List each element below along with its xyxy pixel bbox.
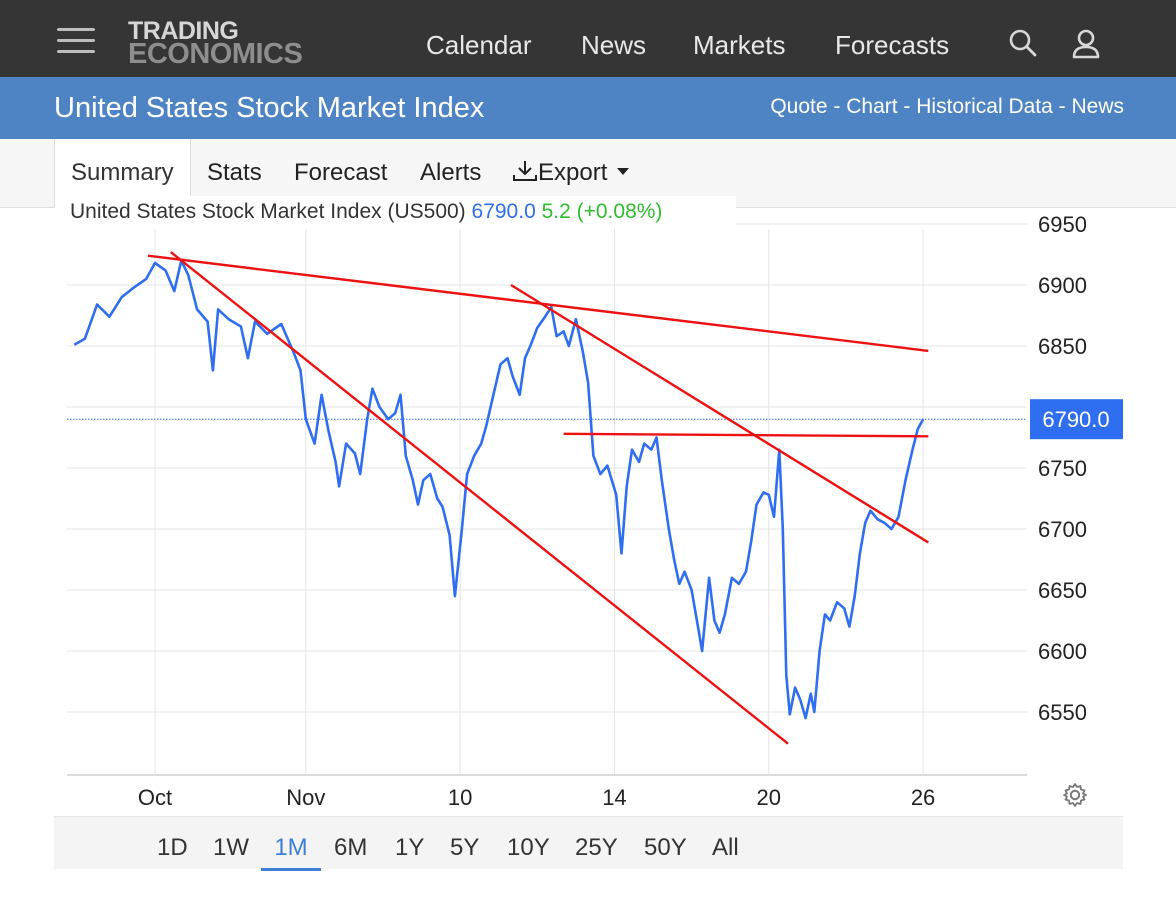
y-tick-label: 6750 — [1038, 456, 1087, 481]
link-separator: - — [1052, 95, 1072, 118]
page-title: United States Stock Market Index — [54, 92, 485, 124]
page-header-bar: United States Stock Market Index Quote -… — [0, 77, 1176, 139]
price-tag-label: 6790.0 — [1042, 407, 1109, 432]
trendline — [147, 254, 929, 353]
logo-line-1: TRADING — [128, 17, 239, 45]
range-1w[interactable]: 1W — [213, 834, 249, 861]
range-1d[interactable]: 1D — [157, 834, 188, 861]
user-account-icon[interactable] — [1071, 28, 1101, 65]
trading-economics-logo[interactable]: TRADING ECONOMICS — [128, 17, 303, 70]
y-tick-label: 6600 — [1038, 639, 1087, 664]
y-tick-label: 6900 — [1038, 273, 1087, 298]
series-line — [73, 259, 925, 720]
title-background — [60, 196, 736, 226]
chart-title: United States Stock Market Index (US500)… — [70, 200, 662, 223]
title-last-value: 6790.0 — [472, 200, 542, 223]
plot-area — [73, 251, 929, 745]
y-tick-label: 6950 — [1038, 212, 1087, 237]
time-range-selector: 1D 1W 1M 6M 1Y 5Y 10Y 25Y 50Y All — [54, 816, 1123, 871]
range-all[interactable]: All — [712, 834, 739, 861]
range-50y[interactable]: 50Y — [644, 834, 687, 861]
link-historical-data[interactable]: Historical Data — [916, 95, 1053, 118]
x-tick-label: Oct — [138, 785, 172, 810]
logo-line-2: ECONOMICS — [128, 38, 303, 70]
x-tick-label: 20 — [757, 785, 781, 810]
tab-alerts[interactable]: Alerts — [420, 159, 482, 186]
y-tick-label: 6550 — [1038, 700, 1087, 725]
nav-news[interactable]: News — [581, 30, 647, 60]
title-text: United States Stock Market Index (US500) — [70, 200, 472, 223]
nav-calendar[interactable]: Calendar — [426, 30, 532, 60]
chart-settings-gear-icon[interactable] — [1062, 782, 1088, 813]
price-tag-background — [1030, 399, 1123, 440]
link-chart[interactable]: Chart — [846, 95, 898, 118]
link-quote[interactable]: Quote — [770, 95, 828, 118]
x-tick-label: 14 — [602, 785, 626, 810]
caret-down-icon — [617, 168, 630, 175]
tab-stats[interactable]: Stats — [207, 159, 262, 186]
range-1y[interactable]: 1Y — [395, 834, 425, 861]
tab-forecast[interactable]: Forecast — [294, 159, 388, 186]
range-6m[interactable]: 6M — [334, 834, 368, 861]
hamburger-menu-icon[interactable] — [57, 26, 95, 56]
page-links: Quote - Chart - Historical Data - News — [770, 95, 1124, 119]
download-icon — [513, 161, 537, 181]
y-tick-label: 6700 — [1038, 517, 1087, 542]
range-10y[interactable]: 10Y — [507, 834, 550, 861]
y-tick-label: 6850 — [1038, 334, 1087, 359]
x-tick-label: Nov — [286, 785, 325, 810]
link-separator: - — [897, 95, 917, 118]
title-change: 5.2 (+0.08%) — [542, 200, 663, 223]
nav-markets[interactable]: Markets — [693, 30, 786, 60]
range-25y[interactable]: 25Y — [575, 834, 618, 861]
trendline — [510, 283, 929, 544]
search-icon[interactable] — [1008, 28, 1038, 63]
export-label: Export — [538, 159, 608, 186]
x-tick-label: 26 — [911, 785, 935, 810]
tab-export[interactable]: Export — [512, 159, 630, 187]
x-tick-label: 10 — [448, 785, 472, 810]
trendline — [563, 432, 929, 438]
trendline — [170, 251, 789, 745]
y-tick-label: 6650 — [1038, 578, 1087, 603]
link-news[interactable]: News — [1071, 95, 1124, 118]
link-separator: - — [827, 95, 847, 118]
top-navigation-bar: TRADING ECONOMICS Calendar News Markets … — [0, 0, 1176, 77]
nav-forecasts[interactable]: Forecasts — [835, 30, 950, 60]
range-1m[interactable]: 1M — [261, 834, 321, 871]
range-5y[interactable]: 5Y — [450, 834, 480, 861]
